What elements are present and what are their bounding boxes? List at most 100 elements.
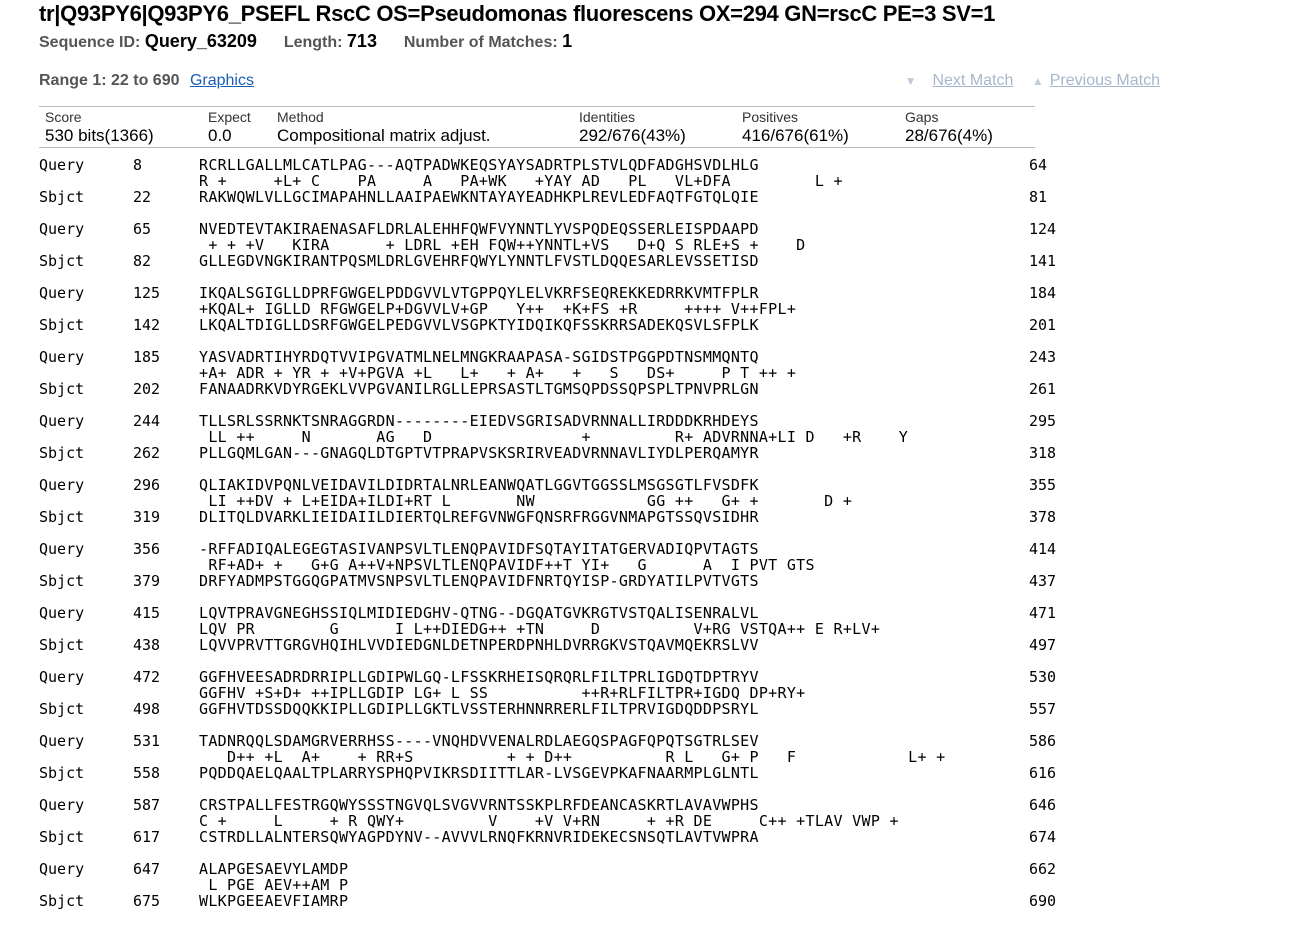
sbjct-sequence: DRFYADMPSTGGQGPATMVSNPSVLTLENQPAVIDFNRTQ… (199, 572, 759, 590)
alignment-block: Query 8 RCRLLGALLMLCATLPAG---AQTPADWKEQSYA… (39, 157, 1139, 209)
next-match-link[interactable]: Next Match (932, 72, 1014, 89)
alignment-block: Query 356 -RFFADIQALEGEGTASIVANPSVLTLENQPA… (39, 541, 1139, 593)
sbjct-label: Sbjct (39, 892, 85, 910)
match-line: +KQAL+ IGLLD RFGWGELP+DGVVLV+GP Y++ +K+F… (199, 300, 797, 318)
stats-header: Method (277, 109, 324, 125)
stats-value: 416/676(61%) (742, 126, 849, 145)
alignment-block: Query 296 QLIAKIDVPQNLVEIDAVILDIDRTALNRLEA… (39, 477, 1139, 529)
sbjct-end: 378 (1029, 508, 1057, 526)
sbjct-label: Sbjct (39, 444, 85, 462)
sbjct-start: 202 (133, 380, 161, 398)
sbjct-start: 262 (133, 444, 161, 462)
query-sequence: IKQALSGIGLLDPRFGWGELPDDGVVLVTGPPQYLELVKR… (199, 284, 759, 302)
sbjct-sequence: WLKPGEEAEVFIAMRP (199, 892, 349, 910)
query-sequence: LQVTPRAVGNEGHSSIQLMIDIEDGHV-QTNG--DGQATG… (199, 604, 759, 622)
match-line: C + L + R QWY+ V +V V+RN + +R DE C++ +TL… (199, 812, 899, 830)
sbjct-label: Sbjct (39, 636, 85, 654)
sbjct-start: 617 (133, 828, 161, 846)
stats-col-identities: Identities 292/676(43%) (579, 107, 686, 146)
query-start: 185 (133, 348, 161, 366)
query-end: 184 (1029, 284, 1057, 302)
stats-col-score: Score 530 bits(1366) (45, 107, 154, 146)
alignment-block: Query 125 IKQALSGIGLLDPRFGWGELPDDGVVLVTGPP… (39, 285, 1139, 337)
match-line: +A+ ADR + YR + +V+PGVA +L L+ + A+ + S DS… (199, 364, 797, 382)
alignment-block: Query 65 NVEDTEVTAKIRAENASAFLDRLALEHHFQWFV… (39, 221, 1139, 273)
stats-col-method: Method Compositional matrix adjust. (277, 107, 491, 146)
query-label: Query (39, 156, 85, 174)
sbjct-label: Sbjct (39, 572, 85, 590)
query-sequence: RCRLLGALLMLCATLPAG---AQTPADWKEQSYAYSADRT… (199, 156, 759, 174)
query-end: 662 (1029, 860, 1057, 878)
alignment-block: Query 415 LQVTPRAVGNEGHSSIQLMIDIEDGHV-QTNG… (39, 605, 1139, 657)
sbjct-sequence: LQVVPRVTTGRGVHQIHLVVDIEDGNLDETNPERDPNHLD… (199, 636, 759, 654)
matches-value: 1 (562, 31, 573, 51)
alignment-block: Query 472 GGFHVEESADRDRRIPLLGDIPWLGQ-LFSSK… (39, 669, 1139, 721)
length-label: Length: (283, 34, 343, 51)
query-end: 243 (1029, 348, 1057, 366)
query-label: Query (39, 476, 85, 494)
query-end: 471 (1029, 604, 1057, 622)
sbjct-end: 690 (1029, 892, 1057, 910)
query-start: 65 (133, 220, 152, 238)
sbjct-sequence: FANAADRKVDYRGEKLVVPGVANILRGLLEPRSASTLTGM… (199, 380, 759, 398)
match-line: LQV PR G I L++DIEDG++ +TN D V+RG VSTQA++… (199, 620, 881, 638)
matches-label: Number of Matches: (403, 34, 558, 51)
sbjct-start: 498 (133, 700, 161, 718)
stats-value: Compositional matrix adjust. (277, 126, 491, 145)
sbjct-end: 141 (1029, 252, 1057, 270)
sequence-info: Sequence ID: Query_63209 Length: 713 Num… (39, 31, 572, 52)
query-end: 295 (1029, 412, 1057, 430)
sbjct-start: 438 (133, 636, 161, 654)
triangle-down-icon: ▼ (904, 74, 917, 88)
query-sequence: ALAPGESAEVYLAMDP (199, 860, 349, 878)
stats-header: Gaps (905, 109, 939, 125)
sbjct-sequence: PQDDQAELQAALTPLARRYSPHQPVIKRSDIITTLAR-LV… (199, 764, 759, 782)
sbjct-label: Sbjct (39, 252, 85, 270)
query-end: 530 (1029, 668, 1057, 686)
match-line: RF+AD+ + G+G A++V+NPSVLTLENQPAVIDF++T YI… (199, 556, 815, 574)
match-line: D++ +L A+ + RR+S + + D++ R L G+ P F L+ + (199, 748, 946, 766)
query-sequence: TADNRQQLSDAMGRVERRHSS----VNQHDVVENALRDLA… (199, 732, 759, 750)
sbjct-sequence: GGFHVTDSSDQQKKIPLLGDIPLLGKTLVSSTERHNNRRE… (199, 700, 759, 718)
match-line: L PGE AEV++AM P (199, 876, 349, 894)
sbjct-start: 22 (133, 188, 152, 206)
sbjct-sequence: LKQALTDIGLLDSRFGWGELPEDGVVLVSGPKTYIDQIKQ… (199, 316, 759, 334)
stats-header: Identities (579, 109, 636, 125)
sbjct-end: 81 (1029, 188, 1048, 206)
query-end: 124 (1029, 220, 1057, 238)
query-start: 244 (133, 412, 161, 430)
sbjct-end: 318 (1029, 444, 1057, 462)
query-label: Query (39, 284, 85, 302)
match-line: R + +L+ C PA A PA+WK +YAY AD PL VL+DFA L… (199, 172, 843, 190)
sbjct-label: Sbjct (39, 380, 85, 398)
alignment-block: Query 587 CRSTPALLFESTRGQWYSSSTNGVQLSVGVVR… (39, 797, 1139, 849)
alignment-block: Query 185 YASVADRTIHYRDQTVVIPGVATMLNELMNGK… (39, 349, 1139, 401)
query-label: Query (39, 540, 85, 558)
alignment-stats-table: Score 530 bits(1366) Expect 0.0 Method C… (39, 106, 1035, 148)
query-label: Query (39, 668, 85, 686)
stats-col-gaps: Gaps 28/676(4%) (905, 107, 993, 146)
query-start: 296 (133, 476, 161, 494)
query-start: 647 (133, 860, 161, 878)
sbjct-label: Sbjct (39, 508, 85, 526)
sbjct-end: 437 (1029, 572, 1057, 590)
query-sequence: YASVADRTIHYRDQTVVIPGVATMLNELMNGKRAAPASA-… (199, 348, 759, 366)
match-line: LL ++ N AG D + R+ ADVRNNA+LI D +R Y (199, 428, 909, 446)
query-start: 8 (133, 156, 143, 174)
match-line: GGFHV +S+D+ ++IPLLGDIP LG+ L SS ++R+RLFI… (199, 684, 806, 702)
stats-header: Positives (742, 109, 799, 125)
query-start: 472 (133, 668, 161, 686)
match-navigation: ▼ Next Match ▲ Previous Match (905, 72, 1160, 90)
sequence-id-value: Query_63209 (144, 31, 257, 51)
stats-header: Expect (208, 109, 251, 125)
query-start: 587 (133, 796, 161, 814)
stats-value: 0.0 (208, 126, 232, 145)
query-label: Query (39, 604, 85, 622)
query-label: Query (39, 796, 85, 814)
graphics-link[interactable]: Graphics (189, 72, 254, 89)
previous-match-link[interactable]: Previous Match (1049, 72, 1160, 89)
triangle-up-icon: ▲ (1031, 74, 1044, 88)
sbjct-end: 674 (1029, 828, 1057, 846)
query-sequence: QLIAKIDVPQNLVEIDAVILDIDRTALNRLEANWQATLGG… (199, 476, 759, 494)
sbjct-sequence: RAKWQWLVLLGCIMAPAHNLLAAIPAEWKNTAYAYEADHK… (199, 188, 759, 206)
